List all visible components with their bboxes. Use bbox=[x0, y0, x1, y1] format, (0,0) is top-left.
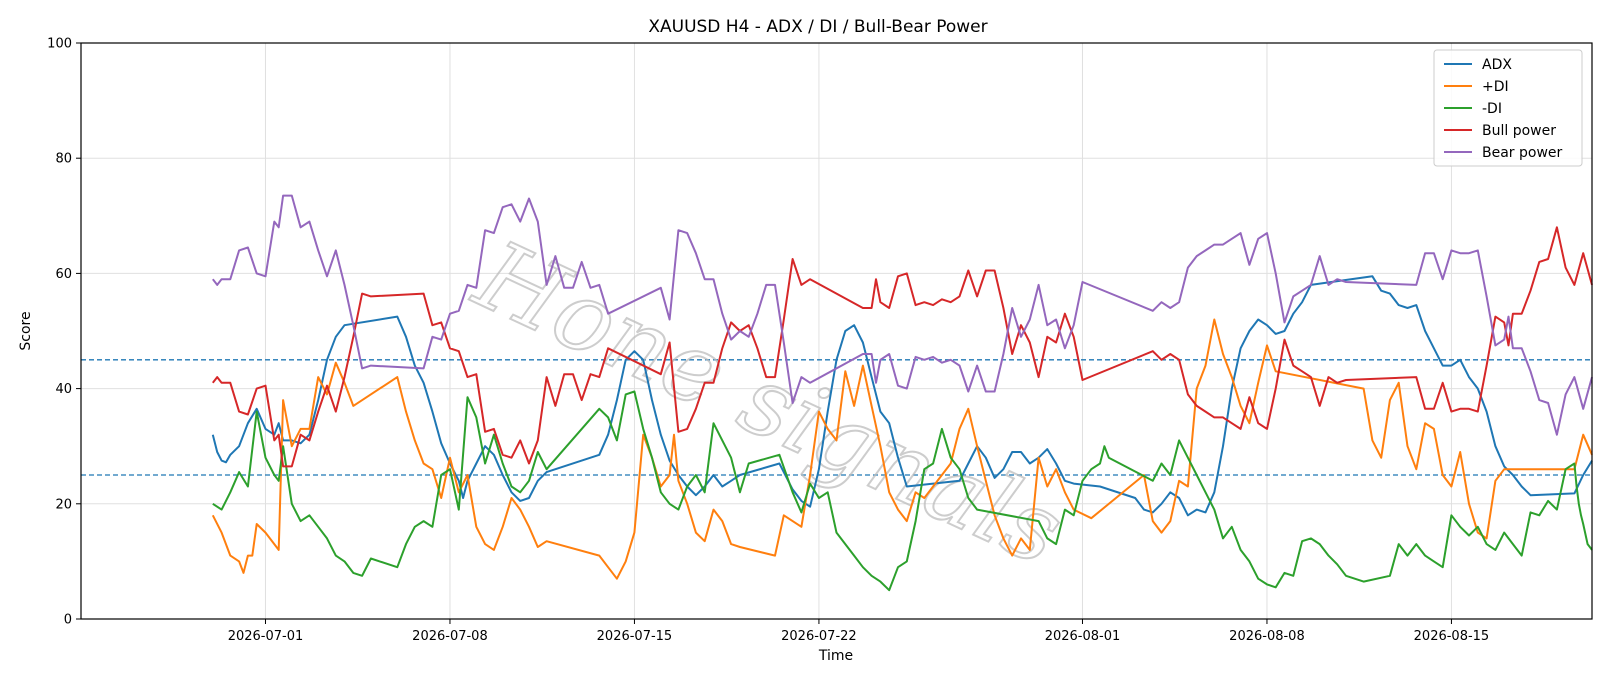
series-lines bbox=[211, 194, 1593, 592]
y-tick-label: 20 bbox=[55, 497, 72, 512]
legend: ADX +DI -DI Bull power Bear power bbox=[1433, 49, 1583, 167]
legend-label: ADX bbox=[1482, 57, 1512, 73]
x-tick-label: 2026-08-15 bbox=[1414, 629, 1490, 644]
y-axis-title: Score bbox=[18, 311, 34, 350]
x-tick-label: 2026-08-01 bbox=[1045, 629, 1121, 644]
x-axis-title: Time bbox=[818, 648, 853, 664]
plot-frame bbox=[80, 42, 1593, 620]
y-tick-label: 40 bbox=[55, 382, 72, 397]
x-tick-label: 2026-08-08 bbox=[1229, 629, 1305, 644]
chart-title: XAUUSD H4 - ADX / DI / Bull-Bear Power bbox=[648, 17, 987, 37]
x-axis-ticks: 2026-07-01 2026-07-08 2026-07-15 2026-07-22… bbox=[228, 619, 1490, 644]
y-tick-label: 80 bbox=[55, 152, 72, 167]
y-tick-label: 0 bbox=[64, 613, 72, 628]
legend-label: -DI bbox=[1482, 101, 1502, 117]
series-line-bull-power bbox=[212, 226, 1593, 468]
x-tick-label: 2026-07-22 bbox=[781, 629, 857, 644]
x-tick-label: 2026-07-08 bbox=[412, 629, 488, 644]
legend-label: +DI bbox=[1482, 79, 1509, 95]
y-axis-ticks: 0 20 40 60 80 100 bbox=[47, 37, 81, 628]
x-tick-label: 2026-07-15 bbox=[597, 629, 673, 644]
series-line-di bbox=[211, 318, 1593, 580]
y-tick-label: 100 bbox=[47, 37, 72, 52]
x-tick-label: 2026-07-01 bbox=[228, 629, 304, 644]
legend-box bbox=[1433, 49, 1583, 167]
series-line-bear-power bbox=[212, 194, 1593, 436]
series-line-di bbox=[212, 390, 1593, 592]
legend-label: Bear power bbox=[1482, 145, 1563, 161]
legend-label: Bull power bbox=[1482, 123, 1556, 139]
y-tick-label: 60 bbox=[55, 267, 72, 282]
